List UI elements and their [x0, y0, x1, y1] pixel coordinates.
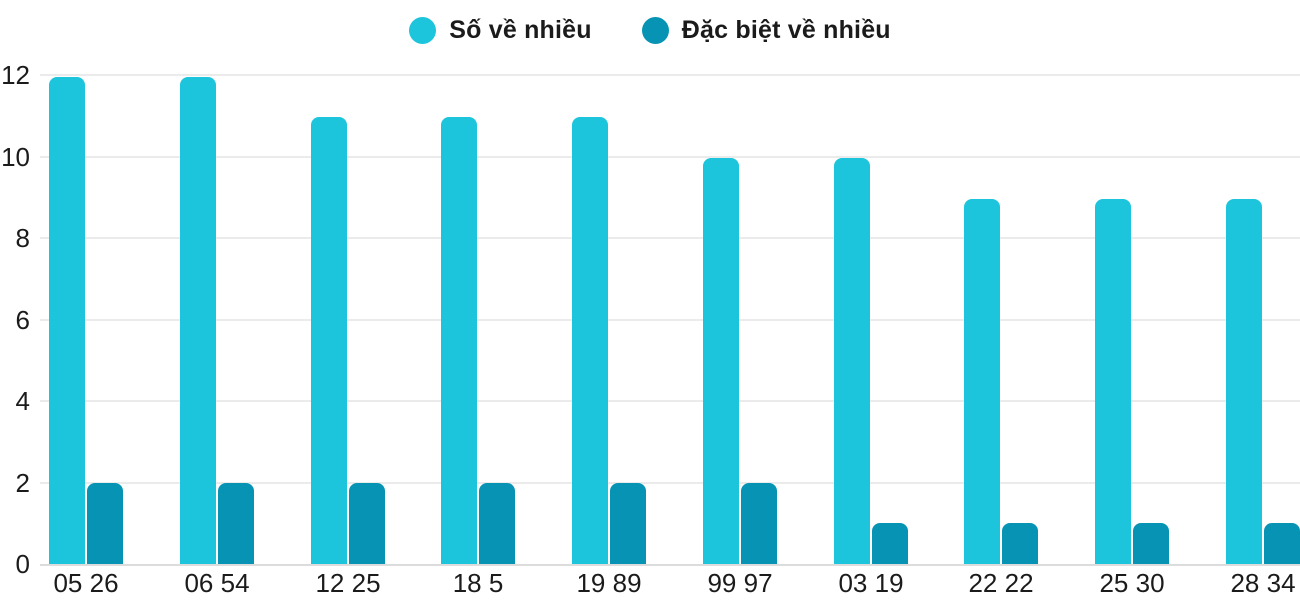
bar-đặc-biệt-về-nhiều-19-89 [610, 483, 646, 564]
x-axis-label-18-5: 18 5 [452, 568, 504, 598]
bar-đặc-biệt-về-nhiều-99-97 [741, 483, 777, 564]
gridline-12 [40, 74, 1300, 76]
legend-item-dac-biet-ve-nhieu[interactable]: Đặc biệt về nhiều [641, 16, 891, 45]
bar-số-về-nhiều-12-25 [311, 117, 347, 564]
x-axis-baseline [40, 564, 1300, 566]
gridline-2 [40, 481, 1300, 484]
bar-đặc-biệt-về-nhiều-22-22 [1002, 523, 1038, 564]
bar-số-về-nhiều-19-89 [572, 117, 608, 564]
bar-group-18-5 [441, 117, 515, 564]
bar-số-về-nhiều-25-30 [1095, 199, 1131, 564]
bar-số-về-nhiều-18-5 [441, 117, 477, 564]
bar-số-về-nhiều-99-97 [703, 158, 739, 564]
bar-group-25-30 [1095, 199, 1169, 564]
legend-item-so-ve-nhieu[interactable]: Số về nhiều [409, 16, 592, 45]
y-axis-tick-2: 2 [15, 467, 30, 498]
bar-group-06-54 [180, 77, 254, 564]
bar-group-19-89 [572, 117, 646, 564]
bar-đặc-biệt-về-nhiều-18-5 [479, 483, 515, 564]
legend-label-so-ve-nhieu: Số về nhiều [449, 16, 592, 44]
bar-số-về-nhiều-05-26 [49, 77, 85, 564]
bar-số-về-nhiều-06-54 [180, 77, 216, 564]
bar-đặc-biệt-về-nhiều-12-25 [349, 483, 385, 564]
x-axis-label-12-25: 12 25 [315, 568, 381, 598]
x-axis-label-99-97: 99 97 [707, 568, 773, 598]
bar-số-về-nhiều-22-22 [964, 199, 1000, 564]
bar-đặc-biệt-về-nhiều-28-34 [1264, 523, 1300, 564]
x-axis-label-28-34: 28 34 [1230, 568, 1296, 598]
x-axis-label-05-26: 05 26 [53, 568, 119, 598]
gridline-8 [40, 237, 1300, 239]
y-axis-tick-6: 6 [15, 304, 30, 335]
gridline-10 [40, 155, 1300, 158]
chart-legend: Số về nhiều Đặc biệt về nhiều [0, 16, 1300, 45]
bar-đặc-biệt-về-nhiều-06-54 [218, 483, 254, 564]
legend-label-dac-biet-ve-nhieu: Đặc biệt về nhiều [681, 16, 891, 44]
bar-group-99-97 [703, 158, 777, 564]
y-axis-tick-0: 0 [15, 549, 30, 579]
legend-swatch-dac-biet-ve-nhieu-icon [641, 17, 669, 44]
x-axis-label-06-54: 06 54 [184, 568, 250, 598]
bar-đặc-biệt-về-nhiều-05-26 [87, 483, 123, 564]
bar-group-05-26 [49, 77, 123, 564]
bar-đặc-biệt-về-nhiều-03-19 [872, 523, 908, 564]
bar-group-22-22 [964, 199, 1038, 564]
y-axis-tick-12: 12 [1, 60, 30, 90]
bar-group-03-19 [834, 158, 908, 564]
legend-swatch-so-ve-nhieu-icon [409, 17, 437, 44]
x-axis-label-03-19: 03 19 [838, 568, 904, 598]
gridline-4 [40, 400, 1300, 402]
y-axis-tick-10: 10 [1, 141, 30, 172]
bar-group-28-34 [1226, 199, 1300, 564]
gridline-6 [40, 318, 1300, 321]
x-axis-label-25-30: 25 30 [1099, 568, 1165, 598]
bar-đặc-biệt-về-nhiều-25-30 [1133, 523, 1169, 564]
bar-số-về-nhiều-03-19 [834, 158, 870, 564]
y-axis-tick-8: 8 [15, 223, 30, 253]
bar-group-12-25 [311, 117, 385, 564]
x-axis-label-19-89: 19 89 [576, 568, 642, 598]
y-axis-tick-4: 4 [15, 386, 30, 416]
x-axis-label-22-22: 22 22 [968, 568, 1034, 598]
bar-số-về-nhiều-28-34 [1226, 199, 1262, 564]
